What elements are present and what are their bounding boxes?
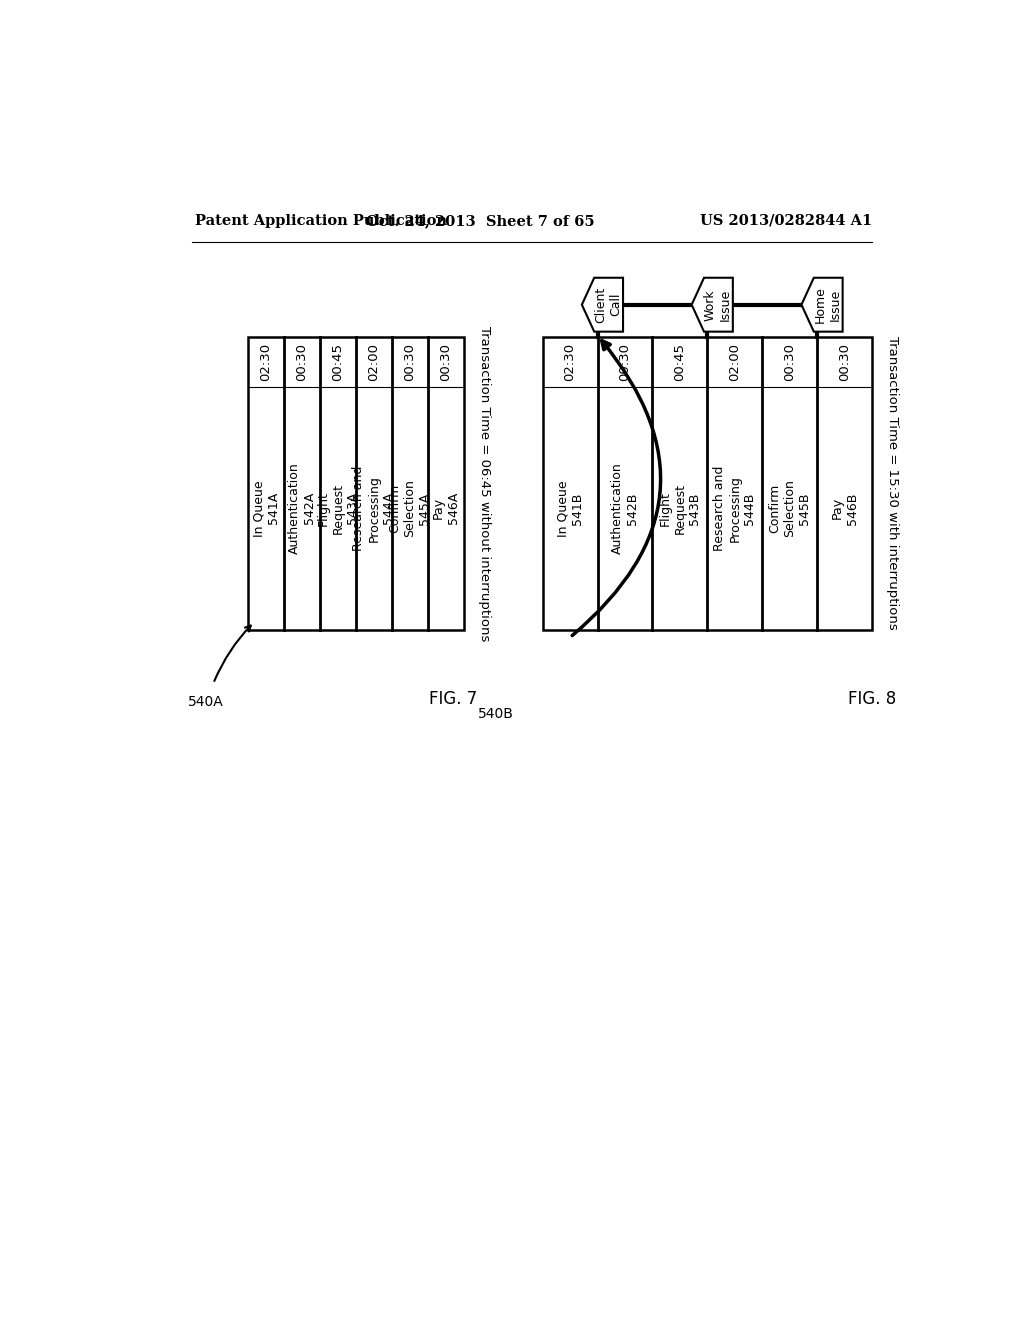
Text: Work
Issue: Work Issue xyxy=(705,289,732,321)
Bar xyxy=(248,337,464,630)
Text: 540B: 540B xyxy=(478,706,514,721)
Text: 00:30: 00:30 xyxy=(439,343,453,381)
Text: Authentication
542B: Authentication 542B xyxy=(611,462,639,554)
Text: 00:30: 00:30 xyxy=(618,343,632,381)
Polygon shape xyxy=(582,277,623,331)
Text: 02:00: 02:00 xyxy=(368,343,380,381)
Text: Transaction Time = 15:30 with interruptions: Transaction Time = 15:30 with interrupti… xyxy=(886,337,899,630)
Text: Transaction Time = 06:45 without interruptions: Transaction Time = 06:45 without interru… xyxy=(477,326,490,642)
Text: Client
Call: Client Call xyxy=(594,286,623,323)
Polygon shape xyxy=(691,277,733,331)
Text: FIG. 7: FIG. 7 xyxy=(429,689,477,708)
Text: Home
Issue: Home Issue xyxy=(814,286,842,323)
Bar xyxy=(543,337,872,630)
Text: Pay
546A: Pay 546A xyxy=(432,492,460,524)
Text: Confirm
Selection
545B: Confirm Selection 545B xyxy=(768,479,811,537)
Text: Patent Application Publication: Patent Application Publication xyxy=(196,214,447,228)
Text: US 2013/0282844 A1: US 2013/0282844 A1 xyxy=(699,214,872,228)
Text: 02:00: 02:00 xyxy=(728,343,741,381)
Text: Confirm
Selection
545A: Confirm Selection 545A xyxy=(388,479,431,537)
FancyArrowPatch shape xyxy=(572,341,660,635)
Text: FIG. 8: FIG. 8 xyxy=(848,689,896,708)
Text: 00:30: 00:30 xyxy=(783,343,796,381)
Text: 02:30: 02:30 xyxy=(259,343,272,381)
Text: Research and
Processing
544B: Research and Processing 544B xyxy=(714,466,757,550)
Text: 00:30: 00:30 xyxy=(403,343,416,381)
Polygon shape xyxy=(802,277,843,331)
Text: Flight
Request
543B: Flight Request 543B xyxy=(658,483,701,533)
Text: Oct. 24, 2013  Sheet 7 of 65: Oct. 24, 2013 Sheet 7 of 65 xyxy=(367,214,595,228)
Text: Authentication
542A: Authentication 542A xyxy=(288,462,316,554)
Text: Research and
Processing
544A: Research and Processing 544A xyxy=(352,466,395,550)
Text: 00:45: 00:45 xyxy=(332,343,344,381)
Text: 00:30: 00:30 xyxy=(838,343,851,381)
Text: In Queue
541A: In Queue 541A xyxy=(252,480,281,537)
Text: Pay
546B: Pay 546B xyxy=(830,492,858,524)
Text: 00:30: 00:30 xyxy=(296,343,308,381)
Text: 02:30: 02:30 xyxy=(563,343,577,381)
Text: 00:45: 00:45 xyxy=(674,343,686,381)
Text: In Queue
541B: In Queue 541B xyxy=(556,480,584,537)
Text: Flight
Request
543A: Flight Request 543A xyxy=(316,483,359,533)
Text: 540A: 540A xyxy=(187,696,223,709)
